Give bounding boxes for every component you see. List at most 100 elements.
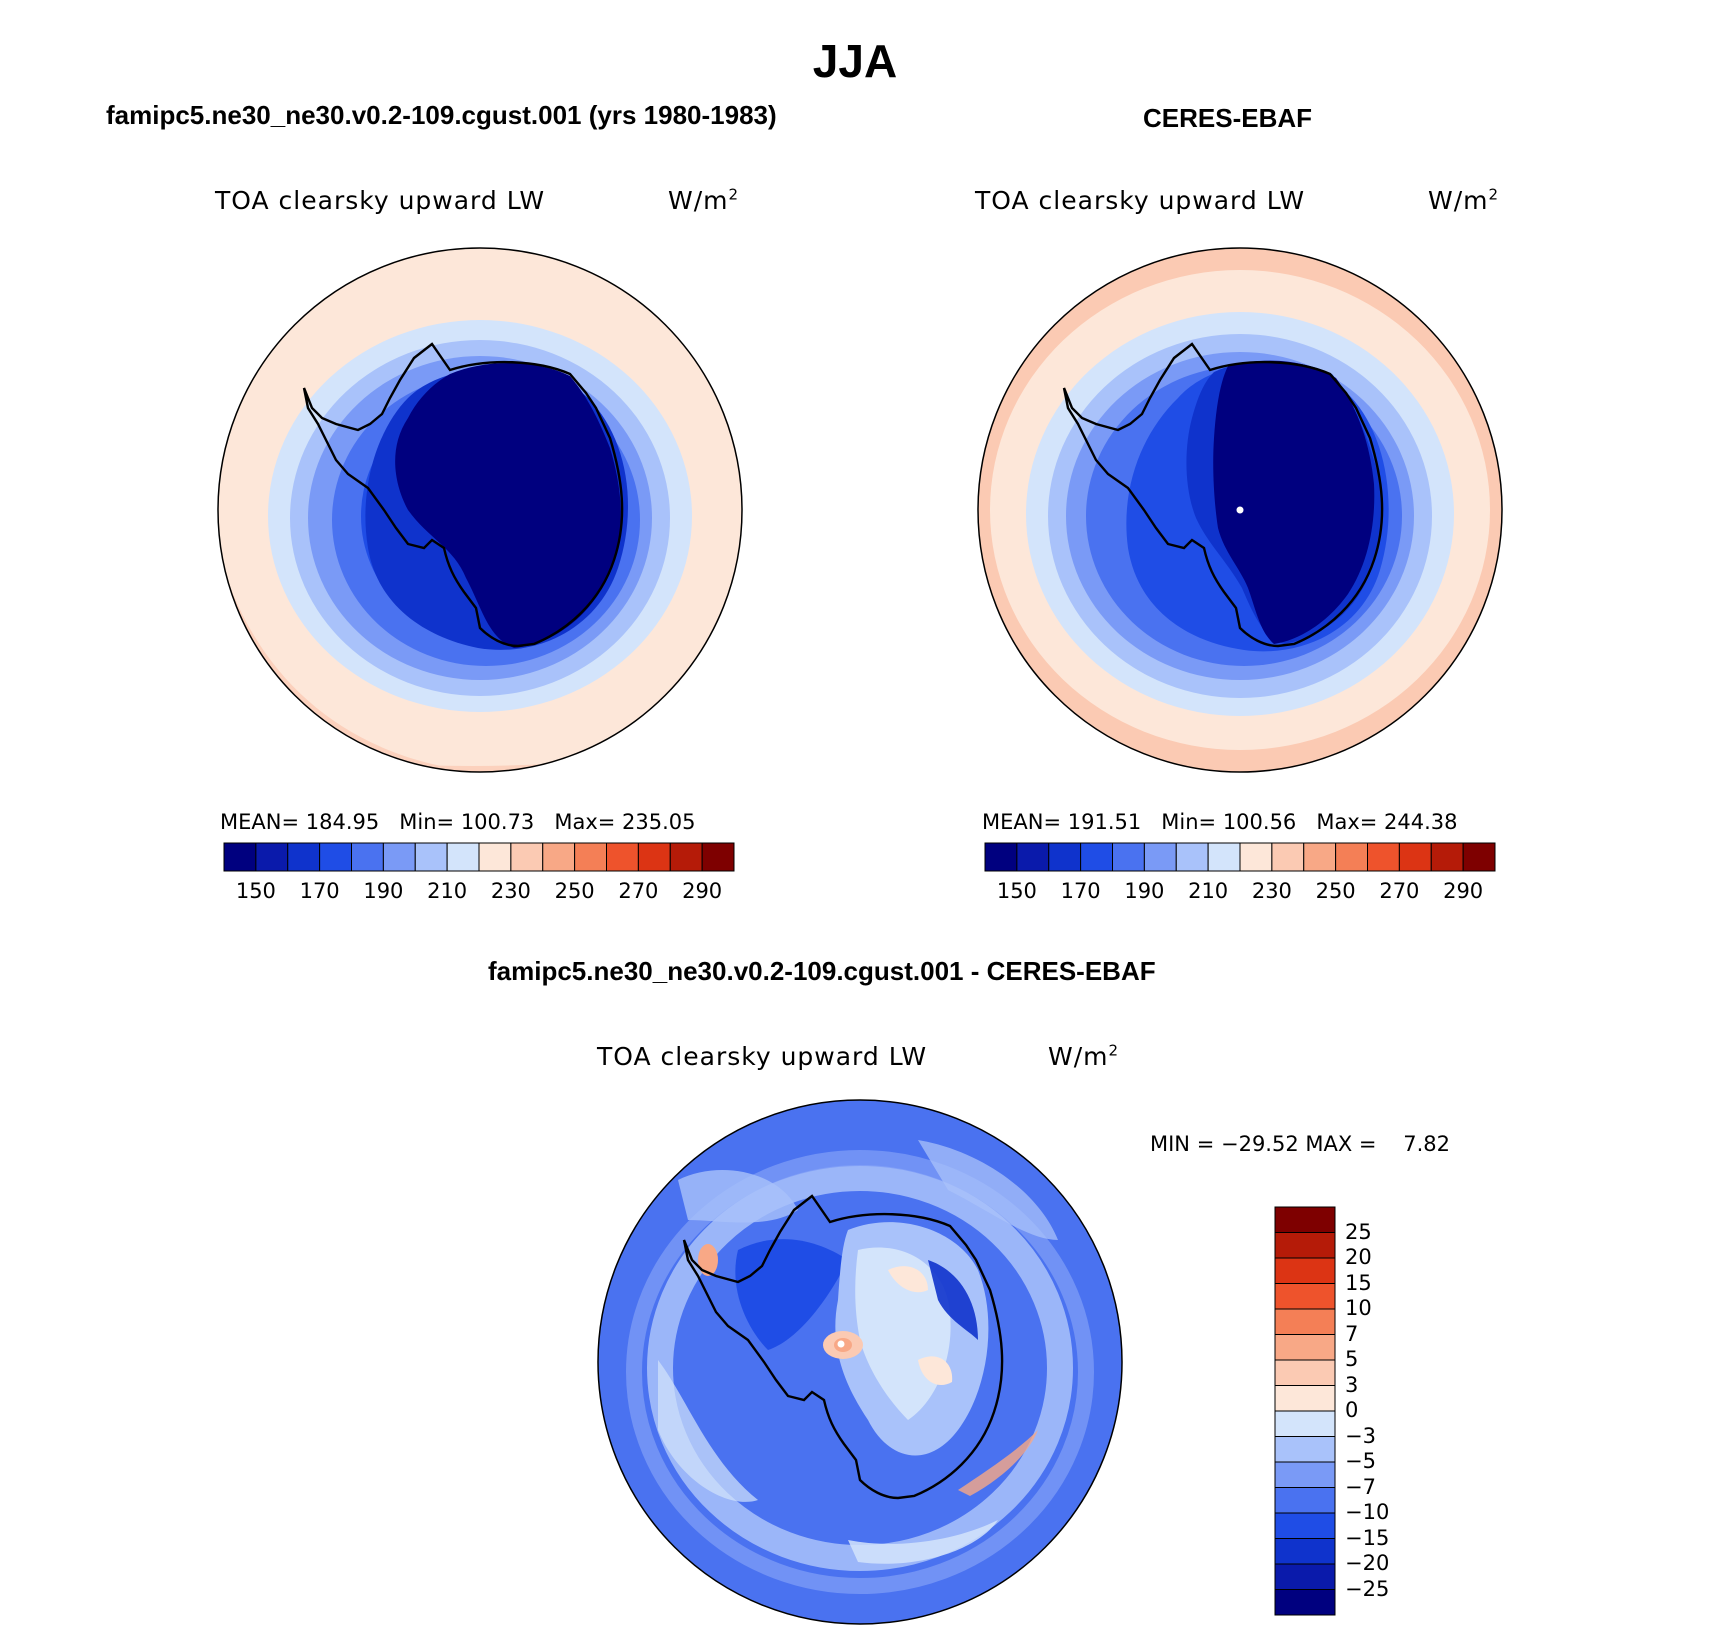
- colorbar-tick-label: 5: [1345, 1347, 1359, 1371]
- colorbar-swatch: [1274, 1589, 1336, 1616]
- diff-field-patch-light-3: [658, 1360, 758, 1502]
- colorbar-tick-label: 15: [1345, 1270, 1372, 1295]
- colorbar-swatch: [1274, 1461, 1336, 1488]
- diff-units-label: W/m2: [1048, 1041, 1120, 1071]
- colorbar-swatch: [1274, 1206, 1336, 1233]
- colorbar-tick-label: 25: [1345, 1219, 1372, 1244]
- colorbar-swatch: [1112, 842, 1145, 872]
- colorbar-swatch: [255, 842, 289, 872]
- obs-coastline: [1062, 342, 1384, 648]
- diff-field-ring-weaker: [626, 1150, 1094, 1594]
- colorbar-swatch: [1274, 1334, 1336, 1361]
- colorbar-tick-label: 190: [363, 879, 404, 903]
- colorbar-swatch: [1274, 1436, 1336, 1463]
- colorbar-swatch: [1048, 842, 1082, 872]
- colorbar-tick-label: 7: [1345, 1321, 1359, 1346]
- colorbar-tick-label: 0: [1345, 1398, 1359, 1422]
- diff-field-patch-warm-2: [918, 1356, 953, 1386]
- model-antarctic-interior: [395, 362, 621, 648]
- colorbar-swatch: [478, 842, 512, 872]
- colorbar-swatch: [1430, 842, 1464, 872]
- obs-polar-map: [977, 247, 1503, 773]
- diff-field-peninsula-positive: [698, 1244, 718, 1276]
- colorbar-swatch: [701, 842, 735, 872]
- colorbar-swatch: [1398, 842, 1432, 872]
- colorbar-tick-label: 10: [1345, 1296, 1372, 1320]
- colorbar-swatch: [287, 842, 321, 872]
- colorbar-tick-label: −25: [1345, 1576, 1390, 1601]
- colorbar-swatch: [1367, 842, 1400, 872]
- model-coastline: [302, 342, 624, 648]
- diff-field-patch-strong: [735, 1239, 848, 1350]
- diff-panel-title: famipc5.ne30_ne30.v0.2-109.cgust.001 - C…: [488, 956, 1156, 986]
- colorbar-tick-label: 3: [1345, 1372, 1359, 1397]
- colorbar-swatch: [510, 842, 544, 872]
- colorbar-tick-label: −10: [1345, 1500, 1390, 1524]
- colorbar-swatch: [1274, 1359, 1336, 1386]
- colorbar-swatch: [1271, 842, 1305, 872]
- colorbar-swatch: [1274, 1512, 1336, 1539]
- colorbar-swatch: [1175, 842, 1209, 872]
- diff-field-pole-dot: [837, 1340, 845, 1348]
- model-colorbar: [223, 842, 735, 872]
- model-stats: MEAN= 184.95 Min= 100.73 Max= 235.05: [220, 810, 696, 834]
- colorbar-swatch: [1274, 1410, 1336, 1437]
- colorbar-tick-label: 290: [1443, 879, 1484, 903]
- diff-stats: MIN = −29.52 MAX = 7.82: [1150, 1132, 1451, 1156]
- colorbar-swatch: [1335, 842, 1368, 872]
- colorbar-tick-label: 150: [235, 879, 276, 903]
- colorbar-swatch: [446, 842, 480, 872]
- colorbar-swatch: [1143, 842, 1177, 872]
- colorbar-tick-label: 290: [682, 879, 723, 903]
- diff-field-patch-warm-1: [888, 1266, 928, 1293]
- diff-coastline: [682, 1194, 1004, 1500]
- diff-colorbar: [1274, 1206, 1336, 1616]
- colorbar-swatch: [542, 842, 576, 872]
- colorbar-swatch: [606, 842, 639, 872]
- diff-field-streak-positive: [958, 1430, 1038, 1496]
- diff-field-patch-light-4: [848, 1520, 998, 1564]
- model-units-label: W/m2: [668, 185, 740, 215]
- colorbar-swatch: [1274, 1538, 1336, 1565]
- diff-field-patch-interior-strong: [928, 1260, 978, 1340]
- colorbar-tick-label: 270: [618, 879, 659, 903]
- colorbar-swatch: [1274, 1232, 1336, 1259]
- colorbar-tick-label: −7: [1345, 1474, 1376, 1499]
- diff-variable-label: TOA clearsky upward LW: [597, 1042, 928, 1071]
- colorbar-swatch: [1274, 1487, 1336, 1514]
- diff-field-patch-light-2: [918, 1140, 1058, 1240]
- diff-polar-map: [597, 1099, 1123, 1625]
- obs-antarctic-interior: [1213, 360, 1375, 644]
- model-variable-label: TOA clearsky upward LW: [215, 186, 546, 215]
- colorbar-tick-label: 150: [996, 879, 1037, 903]
- colorbar-tick-label: 170: [299, 879, 340, 903]
- colorbar-swatch: [1239, 842, 1273, 872]
- season-title: JJA: [812, 35, 898, 87]
- colorbar-swatch: [1080, 842, 1113, 872]
- obs-stats: MEAN= 191.51 Min= 100.56 Max= 244.38: [982, 810, 1458, 834]
- model-panel-title: famipc5.ne30_ne30.v0.2-109.cgust.001 (yr…: [106, 100, 777, 130]
- colorbar-tick-label: 20: [1345, 1245, 1372, 1269]
- colorbar-swatch: [382, 842, 416, 872]
- colorbar-tick-label: −15: [1345, 1525, 1390, 1550]
- colorbar-swatch: [1303, 842, 1337, 872]
- colorbar-tick-label: 250: [1315, 879, 1356, 903]
- colorbar-swatch: [1274, 1385, 1336, 1412]
- colorbar-tick-label: 210: [1188, 879, 1229, 903]
- colorbar-swatch: [1016, 842, 1050, 872]
- obs-colorbar: [984, 842, 1496, 872]
- colorbar-swatch: [1207, 842, 1241, 872]
- colorbar-swatch: [637, 842, 671, 872]
- colorbar-swatch: [223, 842, 257, 872]
- colorbar-swatch: [1274, 1563, 1336, 1590]
- colorbar-swatch: [351, 842, 384, 872]
- colorbar-tick-label: 170: [1060, 879, 1101, 903]
- colorbar-swatch: [574, 842, 607, 872]
- model-polar-map: [217, 247, 743, 773]
- colorbar-tick-label: 230: [490, 879, 531, 903]
- colorbar-swatch: [1274, 1308, 1336, 1335]
- obs-units-label: W/m2: [1428, 185, 1500, 215]
- colorbar-tick-label: 230: [1251, 879, 1292, 903]
- colorbar-swatch: [1462, 842, 1496, 872]
- diff-field-patch-light-1: [678, 1170, 798, 1223]
